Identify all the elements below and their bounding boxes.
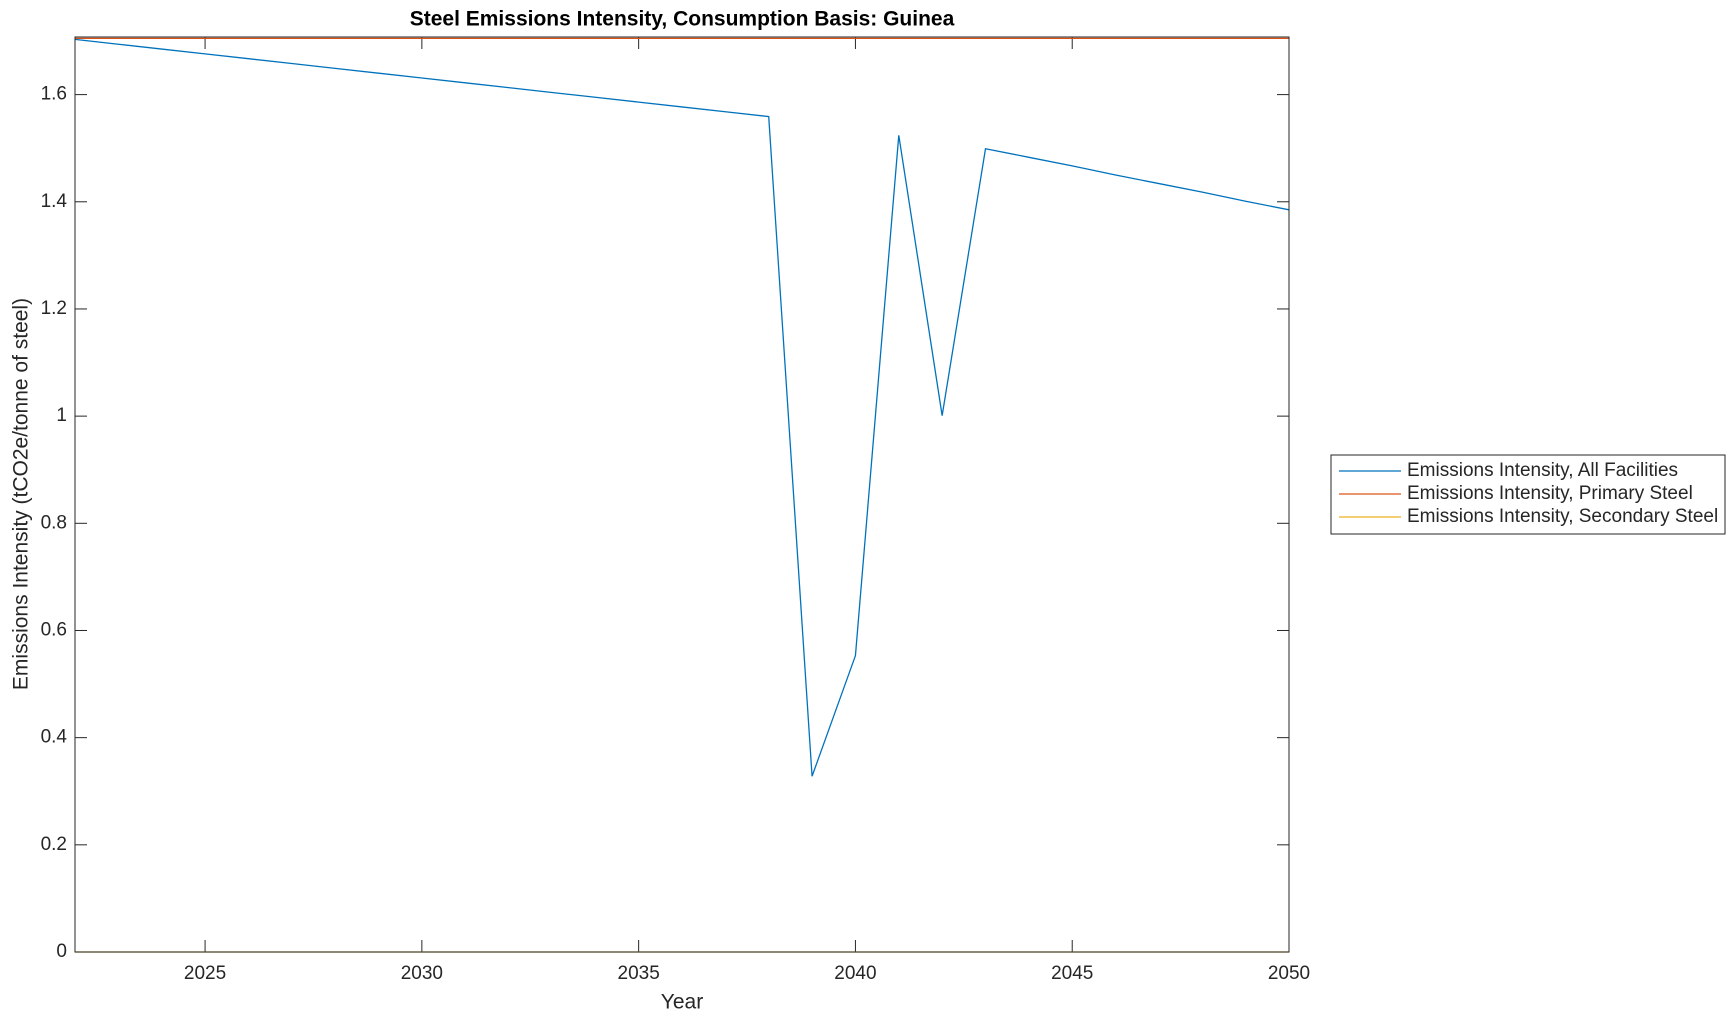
x-tick-label: 2050	[1268, 963, 1310, 984]
series-line	[74, 38, 1290, 777]
y-tick-label: 0.4	[41, 727, 68, 748]
x-tick-label: 2030	[401, 963, 443, 984]
y-tick-label: 1.2	[41, 298, 67, 319]
legend-label: Emissions Intensity, Secondary Steel	[1407, 506, 1718, 527]
y-tick-label: 0.2	[41, 834, 67, 855]
y-tick-label: 1.6	[41, 84, 67, 105]
y-tick-label: 1.4	[41, 191, 68, 212]
y-tick-label: 0.6	[41, 619, 67, 640]
legend-label: Emissions Intensity, Primary Steel	[1407, 483, 1693, 504]
chart-title: Steel Emissions Intensity, Consumption B…	[410, 8, 955, 31]
x-axis-label: Year	[661, 991, 703, 1014]
x-tick-label: 2045	[1051, 963, 1093, 984]
x-tick-label: 2035	[618, 963, 660, 984]
y-tick-label: 0.8	[41, 512, 67, 533]
legend-label: Emissions Intensity, All Facilities	[1407, 460, 1678, 481]
y-axis-label: Emissions Intensity (tCO2e/tonne of stee…	[10, 298, 33, 690]
x-tick-label: 2025	[184, 963, 226, 984]
y-tick-label: 0	[56, 941, 67, 962]
x-tick-label: 2040	[834, 963, 876, 984]
y-tick-label: 1	[56, 405, 67, 426]
plot-frame	[74, 36, 1290, 953]
